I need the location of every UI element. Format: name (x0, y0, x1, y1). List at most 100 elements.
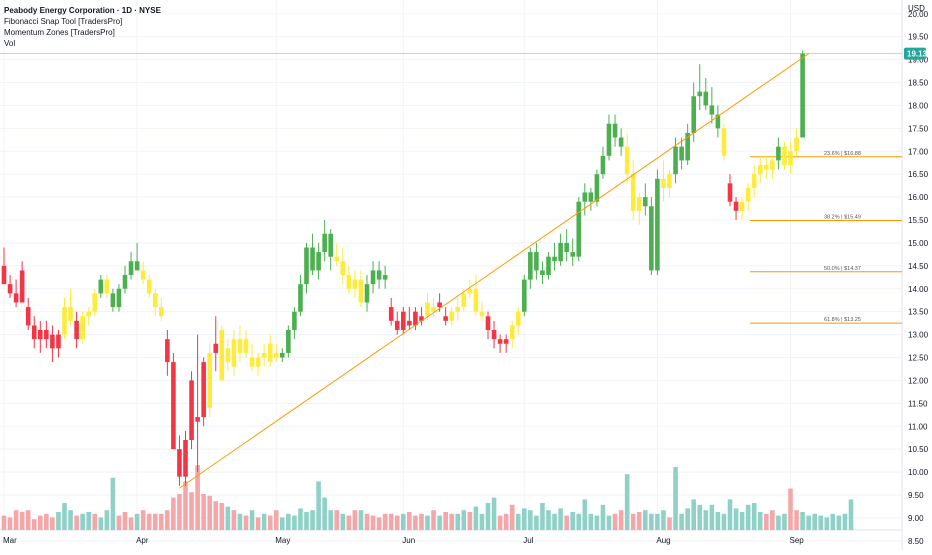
candle-body (491, 330, 497, 340)
volume-bar (491, 497, 497, 530)
volume-bar (437, 515, 442, 530)
candle-body (673, 146, 678, 175)
candle-body (68, 307, 73, 321)
indicator-momentum-zones[interactable]: Momentum Zones [TradersPro] (4, 28, 115, 37)
candle-body (425, 302, 430, 317)
candle-body (201, 362, 206, 418)
candle-body (497, 339, 503, 344)
volume-bar (782, 513, 787, 530)
y-tick-label: 16.00 (908, 193, 929, 202)
candle-body (461, 293, 467, 308)
volume-bar (612, 513, 618, 530)
volume-bar (140, 510, 146, 530)
volume-bar (25, 510, 31, 530)
candle-body (600, 155, 606, 175)
candle-body (255, 357, 261, 367)
candle-body (443, 316, 448, 321)
fib-level-label: 50.0% | $14.37 (824, 266, 861, 272)
candle-body (80, 316, 85, 340)
candle-body (473, 288, 479, 312)
candle-body (86, 311, 91, 317)
indicator-fib-snap[interactable]: Fibonacci Snap Tool [TradersPro] (4, 17, 123, 26)
volume-bar (721, 513, 727, 530)
volume-bar (376, 517, 382, 530)
volume-bar (836, 515, 842, 530)
candle-body (62, 307, 67, 335)
volume-bar (334, 510, 340, 530)
volume-bar (558, 508, 563, 530)
candle-body (733, 201, 739, 211)
volume-bar (394, 515, 400, 530)
indicator-volume[interactable]: Vol (4, 39, 16, 48)
volume-bar (685, 508, 690, 530)
candle-body (304, 247, 309, 285)
volume-bar (715, 512, 721, 530)
volume-bar (764, 513, 769, 530)
y-tick-label: 12.50 (908, 354, 929, 363)
candle-body (249, 357, 255, 367)
candle-body (679, 146, 684, 161)
candle-body (44, 330, 49, 340)
volume-bar (419, 513, 424, 530)
symbol-title[interactable]: Peabody Energy Corporation · 1D · NYSE (4, 6, 161, 15)
candle-body (739, 201, 745, 211)
volume-bar (98, 517, 104, 530)
volume-bar (255, 517, 261, 530)
candle-body (546, 256, 551, 275)
candle-body (582, 192, 588, 202)
volume-bar (594, 515, 600, 530)
y-tick-label: 18.00 (908, 101, 929, 110)
volume-bar (624, 474, 630, 530)
x-tick-label: Jun (402, 536, 415, 545)
volume-bar (582, 499, 588, 530)
volume-bar (431, 510, 436, 530)
candle-body (503, 339, 509, 344)
volume-bar (407, 512, 412, 530)
candle-body (146, 279, 152, 294)
fib-level-label: 23.6% | $16.88 (824, 151, 861, 157)
volume-bar (195, 465, 200, 530)
volume-bar (667, 517, 672, 530)
volume-bar (7, 517, 13, 530)
volume-bar (643, 510, 648, 530)
candle-body (394, 320, 400, 330)
volume-bar (19, 512, 25, 530)
volume-bar (322, 497, 327, 530)
volume-bar (830, 513, 836, 530)
candle-body (661, 178, 666, 188)
volume-bar (824, 517, 830, 530)
volume-bar (649, 513, 654, 530)
candle-body (183, 440, 188, 477)
candle-body (643, 197, 648, 207)
candle-body (225, 348, 231, 363)
volume-bar (1, 515, 7, 530)
candle-body (334, 256, 340, 262)
trendline-layer (179, 53, 809, 489)
volume-bar (316, 481, 321, 530)
candle-body (273, 352, 279, 358)
y-tick-label: 14.50 (908, 262, 929, 271)
volume-bar (673, 467, 678, 530)
volume-bar (413, 515, 418, 530)
y-tick-label: 17.50 (908, 124, 929, 133)
volume-bar (183, 481, 188, 530)
candle-body (189, 380, 194, 440)
candle-body (534, 252, 539, 271)
candle-body (267, 343, 273, 363)
volume-bar (534, 515, 539, 530)
last-price-tag-bg (904, 47, 926, 60)
volume-bar (261, 513, 267, 530)
volume-bar (812, 513, 817, 530)
y-tick-label: 20.00 (908, 10, 929, 19)
volume-bar (152, 513, 158, 530)
candle-body (207, 352, 212, 408)
candle-body (449, 311, 454, 321)
candle-body (413, 311, 418, 326)
y-tick-label: 17.00 (908, 147, 929, 156)
volume-bar (165, 510, 170, 530)
volume-bar (219, 503, 225, 530)
y-tick-label: 9.00 (908, 514, 924, 523)
candle-body (31, 325, 37, 340)
